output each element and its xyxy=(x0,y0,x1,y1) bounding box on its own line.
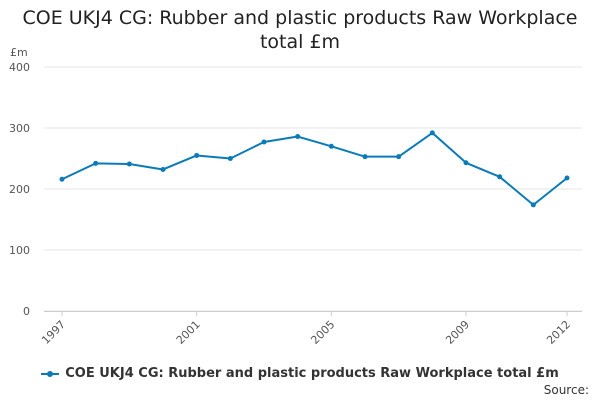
data-point xyxy=(160,166,166,172)
data-point xyxy=(328,143,334,149)
data-point xyxy=(93,160,99,166)
x-tick-label: 2009 xyxy=(443,318,472,347)
data-point xyxy=(396,154,402,160)
data-point xyxy=(59,176,65,182)
data-point xyxy=(227,156,233,161)
data-point xyxy=(126,161,132,167)
y-tick-label: 200 xyxy=(9,183,30,196)
data-point xyxy=(564,175,570,181)
data-point xyxy=(194,152,200,158)
source-label: Source: xyxy=(543,383,589,397)
x-tick-label: 2012 xyxy=(544,318,573,347)
x-tick-label: 1997 xyxy=(39,318,68,347)
y-axis-label: £m xyxy=(10,46,28,59)
legend-label: COE UKJ4 CG: Rubber and plastic products… xyxy=(65,366,559,381)
chart-title: COE UKJ4 CG: Rubber and plastic products… xyxy=(0,6,600,54)
legend-symbol xyxy=(41,369,60,379)
chart-title-line-1: COE UKJ4 CG: Rubber and plastic products… xyxy=(22,7,578,29)
axes: £m xyxy=(10,46,582,316)
data-point xyxy=(530,202,536,208)
y-tick-label: 300 xyxy=(9,122,30,135)
y-tick-labels: 0 100 200 300 400 xyxy=(9,61,30,318)
x-tick-labels: 1997 2001 2005 2009 2012 xyxy=(39,318,573,347)
y-tick-label: 100 xyxy=(9,244,30,257)
data-point xyxy=(463,160,469,166)
y-tick-label: 0 xyxy=(23,305,30,318)
data-point xyxy=(429,130,435,136)
gridlines xyxy=(44,66,582,312)
data-point xyxy=(497,174,503,180)
chart-title-line-2: total £m xyxy=(259,31,341,53)
data-point xyxy=(261,139,267,145)
x-tick-label: 2005 xyxy=(308,318,337,347)
series-group xyxy=(59,130,570,208)
data-point xyxy=(362,154,368,160)
y-tick-label: 400 xyxy=(9,61,30,74)
series-line xyxy=(61,131,568,206)
legend: COE UKJ4 CG: Rubber and plastic products… xyxy=(0,366,600,381)
x-tick-label: 2001 xyxy=(174,318,203,347)
data-point xyxy=(295,134,301,140)
